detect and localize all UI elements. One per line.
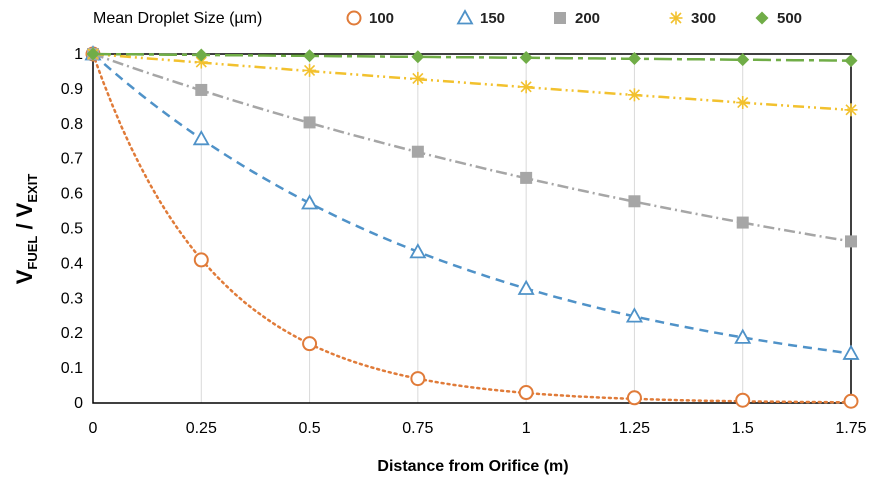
series-200-point	[520, 171, 533, 184]
x-tick-label: 1	[522, 420, 531, 437]
y-axis-title: VFUEL / VEXIT	[12, 174, 40, 285]
legend-marker-200	[554, 12, 566, 24]
y-axis-title-v1: V	[12, 269, 37, 284]
series-100-point	[518, 385, 534, 401]
series-150-point	[192, 129, 210, 146]
series-150-point	[734, 328, 752, 344]
series-300-point	[844, 103, 858, 117]
series-300-point	[411, 71, 425, 85]
y-tick-label: 0	[74, 395, 83, 412]
legend-label-150: 150	[480, 10, 505, 27]
legend-item-200: 200	[554, 10, 600, 27]
series-300-line	[92, 52, 852, 112]
legend-item-150: 150	[456, 9, 505, 27]
y-axis-title-sub1: FUEL	[25, 236, 40, 270]
y-axis-title-sep: /	[12, 217, 37, 235]
series-150-point	[301, 194, 319, 210]
y-axis-title-v2: V	[12, 202, 37, 217]
legend-title: Mean Droplet Size (µm)	[93, 10, 262, 27]
x-axis-title: Distance from Orifice (m)	[377, 458, 568, 475]
legend-marker-150	[456, 9, 474, 25]
series-150-point	[409, 243, 427, 259]
series-150-point	[625, 307, 643, 323]
legend-marker-300	[669, 11, 683, 25]
series-300-point	[194, 55, 208, 69]
legend-label-100: 100	[369, 10, 394, 27]
y-tick-label: 0.4	[61, 255, 83, 272]
series-500-point	[86, 47, 100, 61]
series-500-point	[627, 52, 641, 66]
y-tick-label: 0.2	[61, 325, 83, 342]
y-tick-label: 0.6	[61, 186, 83, 203]
y-tick-label: 0.5	[61, 221, 83, 238]
x-tick-label: 0.5	[298, 420, 320, 437]
series-500-point	[844, 54, 858, 68]
series-500-line	[92, 52, 852, 62]
series-100-point	[410, 371, 426, 387]
x-tick-label: 1.5	[732, 420, 754, 437]
series-200-point	[845, 235, 857, 248]
series-300-point	[627, 88, 641, 102]
series-500-point	[411, 50, 425, 64]
series-200-point	[628, 195, 641, 208]
legend-marker-500	[755, 11, 769, 25]
series-500-point	[303, 49, 317, 63]
series-500-point	[194, 48, 208, 62]
series-200-line	[92, 52, 852, 243]
series-300-point	[519, 80, 533, 94]
series-200-point	[195, 83, 208, 96]
legend: Mean Droplet Size (µm) 100 150 200 300 500	[93, 9, 802, 27]
series-500-point	[736, 53, 750, 67]
plot-area: 0 0.1 0.2 0.3 0.4 0.5 0.6 0.7 0.8 0.9 1 0 0.25 0.5 0.7…	[61, 45, 867, 437]
legend-label-300: 300	[691, 10, 716, 27]
series-100-point	[626, 390, 642, 406]
series-100-point	[735, 392, 751, 408]
legend-item-100: 100	[346, 10, 394, 27]
series-150-point	[517, 279, 535, 295]
series-200-point	[411, 145, 424, 158]
x-tick-label: 1.75	[835, 420, 866, 437]
series-200-point	[736, 216, 749, 229]
legend-marker-100	[346, 10, 362, 26]
series-100-line	[91, 52, 853, 404]
plot-border	[92, 53, 852, 404]
y-tick-label: 0.1	[61, 360, 83, 377]
legend-label-500: 500	[777, 10, 802, 27]
series-300-point	[736, 96, 750, 110]
y-tick-label: 0.9	[61, 81, 83, 98]
series-100-point	[843, 393, 859, 409]
series-100-point	[302, 336, 318, 352]
series-300-point	[303, 63, 317, 77]
x-tick-label: 0.75	[402, 420, 433, 437]
y-tick-label: 0.3	[61, 290, 83, 307]
x-tick-label: 0.25	[186, 420, 217, 437]
svg-text:VFUEL / VEXIT: VFUEL / VEXIT	[12, 174, 40, 285]
legend-item-300: 300	[669, 10, 716, 27]
y-tick-label: 0.8	[61, 116, 83, 133]
x-tick-label: 1.25	[619, 420, 650, 437]
series-500-point	[519, 50, 533, 64]
y-tick-label: 0.7	[61, 151, 83, 168]
x-tick-label: 0	[89, 420, 98, 437]
series-100-point	[193, 252, 209, 268]
legend-item-500: 500	[755, 10, 802, 27]
y-tick-label: 1	[74, 46, 83, 63]
series-200-point	[303, 116, 316, 129]
legend-label-200: 200	[575, 10, 600, 27]
y-axis-title-sub2: EXIT	[25, 174, 40, 203]
series-150-point	[842, 344, 860, 360]
series-150-line	[92, 53, 852, 355]
